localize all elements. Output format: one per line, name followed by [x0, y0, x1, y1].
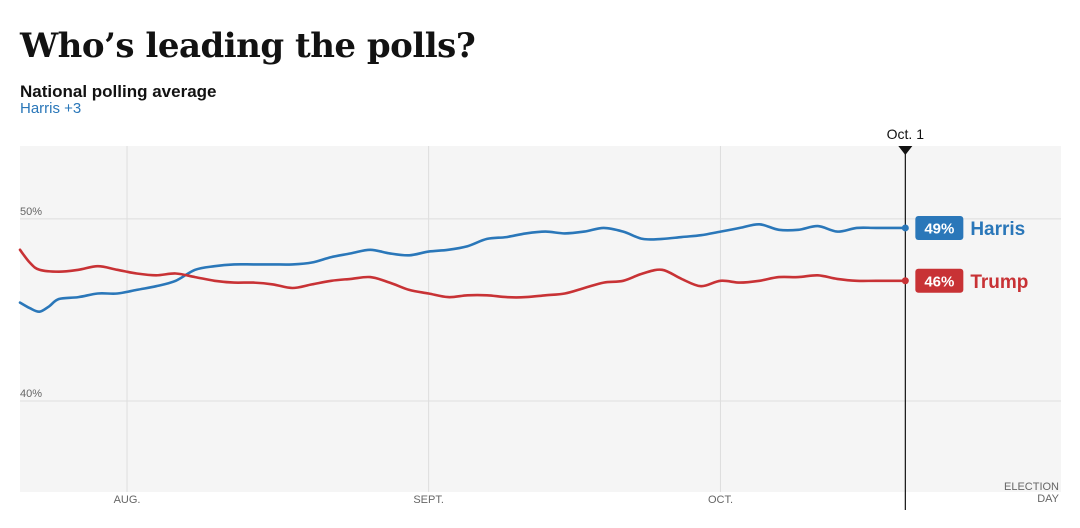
endpoint-trump [901, 277, 909, 285]
series-line-trump [18, 248, 907, 299]
date-marker[interactable]: Oct. 1 [887, 126, 925, 510]
x-tick-label: ELECTION DAY [1004, 481, 1060, 505]
marker-triangle-icon [898, 146, 913, 155]
value-badge-text-harris: 49% [924, 220, 954, 237]
series-lines [18, 222, 907, 314]
value-badge-harris [915, 215, 964, 240]
endpoint-harris [901, 224, 909, 232]
series-name-trump: Trump [970, 272, 1028, 293]
y-tick-label: 40% [20, 388, 42, 400]
x-tick-label: SEPT. [413, 494, 444, 506]
series-name-harris: Harris [970, 219, 1025, 240]
y-axis-labels: 40% 50% [20, 206, 42, 400]
chart-subtitle: National polling average [20, 82, 217, 101]
value-badge-text-trump: 46% [924, 273, 954, 290]
x-axis-labels: AUG. SEPT. OCT. ELECTION DAY [114, 481, 1060, 506]
value-badge-trump [915, 268, 964, 293]
end-labels: 49% Harris 46% Trump [901, 215, 1028, 293]
chart-title: Who’s leading the polls? [20, 26, 476, 66]
gridlines [20, 146, 1061, 492]
y-tick-label: 50% [20, 206, 42, 218]
x-tick-label-line: DAY [1037, 493, 1059, 505]
series-line-harris [18, 222, 907, 314]
x-tick-label: OCT. [708, 494, 733, 506]
x-tick-label: AUG. [114, 494, 141, 506]
leader-text: Harris +3 [20, 100, 82, 117]
x-tick-label-line: ELECTION [1004, 481, 1059, 493]
plot-background [20, 146, 1061, 492]
marker-label: Oct. 1 [887, 126, 925, 142]
